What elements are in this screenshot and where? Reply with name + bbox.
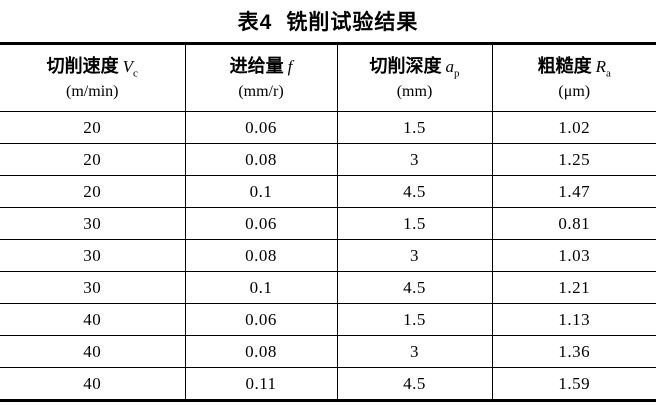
table-cell: 1.59 — [558, 373, 591, 393]
column-header-label: 进给量 — [229, 56, 284, 77]
table-row: 20 0.08 3 1.25 — [0, 143, 656, 176]
column-header-unit: (mm/r) — [238, 83, 284, 101]
table-cell: 1.36 — [492, 335, 656, 368]
column-header-symbol: ap — [445, 57, 460, 80]
column-header-symbol: Vc — [122, 57, 138, 80]
table-cell: 0.08 — [185, 143, 338, 176]
column-header-label: 粗糙度 — [537, 56, 592, 77]
table-cell: 1.5 — [337, 207, 493, 240]
column-header-cutting-depth: 切削深度 ap (mm) — [337, 43, 493, 112]
table-title-number: 表4 — [237, 11, 273, 34]
table-cell: 1.5 — [337, 303, 493, 336]
table-cell: 1.5 — [337, 111, 493, 144]
table-cell: 0.81 — [492, 207, 656, 240]
table-cell: 0.06 — [185, 303, 338, 336]
table-row: 30 0.06 1.5 0.81 — [0, 207, 656, 240]
table-cell: 40 — [0, 303, 186, 336]
table-row: 40 0.06 1.5 1.13 — [0, 303, 656, 336]
column-header-label: 切削速度 — [46, 56, 119, 77]
table-cell: 1.02 — [492, 111, 656, 144]
table-cell: 1.47 — [492, 175, 656, 208]
table-row: 30 0.08 3 1.03 — [0, 239, 656, 272]
table-row: 30 0.1 4.5 1.21 — [0, 271, 656, 304]
column-header-unit: (mm) — [396, 83, 433, 101]
table-cell: 3 — [337, 239, 493, 272]
table-cell: 1.13 — [492, 303, 656, 336]
table-cell: 40 — [0, 335, 186, 368]
column-header-cutting-speed: 切削速度 Vc (m/min) — [0, 43, 186, 112]
column-header-unit: (μm) — [558, 83, 591, 101]
table-cell: 4.5 — [337, 367, 493, 401]
table-cell: 30 — [0, 271, 186, 304]
table-cell: 0.06 — [185, 207, 338, 240]
table-cell: 4.5 — [337, 271, 493, 304]
column-header-symbol: Ra — [595, 57, 611, 80]
table-cell: 20 — [0, 175, 186, 208]
table-cell: 1.25 — [492, 143, 656, 176]
table-cell: 0.1 — [185, 175, 338, 208]
table-cell: 0.11 — [185, 367, 338, 401]
table-cell: 0.08 — [185, 335, 338, 368]
table-cell: 40 — [0, 367, 186, 401]
table-cell: 3 — [337, 143, 493, 176]
table-cell: 20 — [0, 143, 186, 176]
table-cell: 20 — [0, 111, 186, 144]
column-header-unit: (m/min) — [66, 83, 119, 101]
table-cell: 30 — [0, 207, 186, 240]
table-cell: 30 — [0, 239, 186, 272]
table-row: 40 0.08 3 1.36 — [0, 335, 656, 368]
column-header-feed-rate: 进给量 f (mm/r) — [185, 43, 338, 112]
table-title-text: 铣削试验结果 — [286, 11, 419, 34]
table-cell: 0.06 — [185, 111, 338, 144]
table-row: 20 0.06 1.5 1.02 — [0, 111, 656, 144]
table-cell: 1.21 — [492, 271, 656, 304]
table-cell: 0.08 — [185, 239, 338, 272]
table-cell: 4.5 — [337, 175, 493, 208]
column-header-roughness: 粗糙度 Ra (μm) — [492, 43, 656, 112]
table-cell: 1.03 — [492, 239, 656, 272]
table-cell: 0.1 — [185, 271, 338, 304]
table-row: 40 0.11 4.5 1.59 — [0, 367, 656, 401]
table-row: 20 0.1 4.5 1.47 — [0, 175, 656, 208]
column-header-symbol: f — [287, 57, 293, 77]
results-table: 切削速度 Vc (m/min) 进给量 f (mm/r) 切削深度 ap (mm) — [0, 42, 656, 402]
table-header-row: 切削速度 Vc (m/min) 进给量 f (mm/r) 切削深度 ap (mm) — [0, 43, 656, 112]
table-title: 表4 铣削试验结果 — [0, 0, 656, 42]
table-cell: 3 — [337, 335, 493, 368]
column-header-label: 切削深度 — [369, 56, 442, 77]
